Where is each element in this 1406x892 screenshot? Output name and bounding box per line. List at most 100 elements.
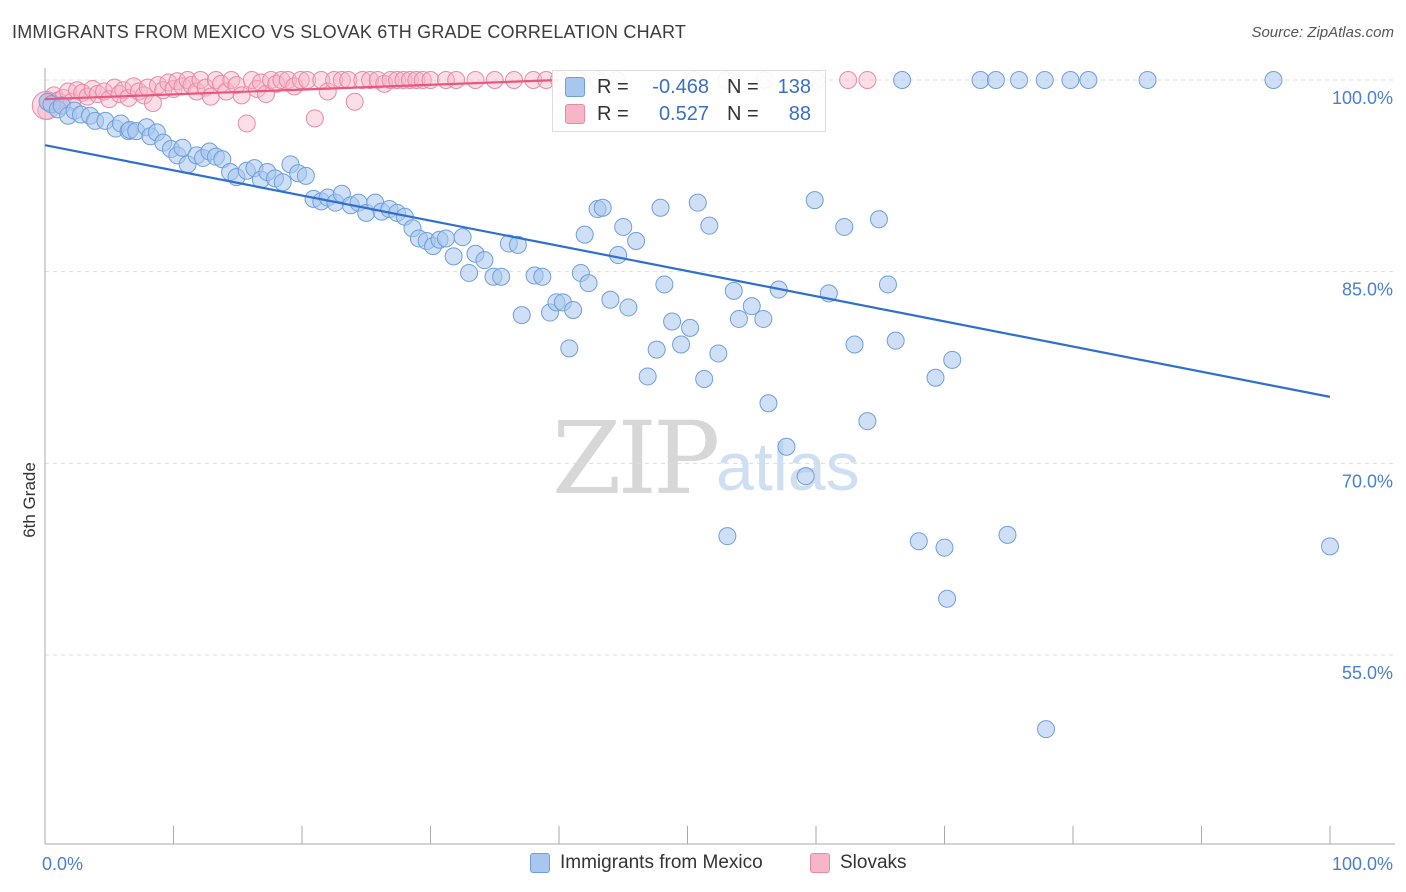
mexico-point [1079, 71, 1098, 89]
mexico-point [444, 247, 463, 266]
mexico-point [560, 339, 579, 358]
slovaks-point [400, 71, 419, 89]
y-tick-label: 55.0% [1342, 663, 1393, 683]
mexico-point [436, 229, 455, 248]
mexico-point [601, 290, 620, 309]
legend-item-slovaks[interactable]: Slovaks [810, 852, 907, 874]
mexico-point [1061, 71, 1080, 89]
mexico-point [627, 232, 646, 250]
tick-labels: 55.0% 70.0% 85.0% 100.0% 0.0% 100.0% [42, 88, 1393, 874]
mexico-point [492, 267, 511, 286]
mexico-point [869, 210, 888, 229]
slovaks-point [394, 71, 413, 89]
r-value: 0.527 [658, 102, 709, 125]
slovaks-point [149, 76, 168, 95]
mexico-point [998, 525, 1017, 544]
mexico-point [651, 198, 670, 217]
mexico-point [718, 527, 737, 546]
mexico-point [845, 335, 864, 354]
mexico-point [938, 589, 957, 608]
axes [44, 68, 1395, 845]
mexico-point [742, 297, 761, 316]
n-label: N = [727, 102, 759, 125]
x-tick-label: 100.0% [1332, 854, 1393, 874]
mexico-point [688, 193, 707, 212]
chart-title: IMMIGRANTS FROM MEXICO VS SLOVAK 6TH GRA… [12, 22, 687, 42]
mexico-point [878, 275, 897, 294]
mexico-point [663, 312, 682, 331]
slovaks-point [345, 92, 364, 111]
slovaks-point [858, 71, 877, 89]
mexico-point [729, 309, 748, 328]
legend-item-mexico[interactable]: Immigrants from Mexico [530, 852, 763, 874]
legend-bottom: Immigrants from Mexico Slovaks [0, 852, 1406, 878]
mexico-point [619, 298, 638, 317]
mexico-point [655, 275, 674, 294]
mexico-point [709, 344, 728, 363]
slovaks-point [505, 71, 524, 89]
mexico-point [533, 267, 552, 286]
mexico-point [512, 306, 531, 325]
mexico-point [564, 301, 583, 319]
y-tick-label: 100.0% [1332, 88, 1393, 108]
mexico-point [453, 228, 472, 247]
trend-lines [44, 78, 1331, 398]
slovaks-point [222, 71, 241, 89]
mexico-point [805, 191, 824, 210]
slovaks-point [839, 71, 858, 89]
y-tick-label: 85.0% [1342, 280, 1393, 300]
mexico-point [593, 198, 612, 217]
mexico-point [173, 138, 192, 157]
mexico-point [647, 340, 666, 359]
mexico-point [1035, 71, 1054, 89]
mexico-point [672, 335, 691, 354]
slovaks-trend-line [44, 78, 560, 101]
mexico-point [986, 71, 1005, 89]
mexico-point [777, 437, 796, 456]
slovaks-point [119, 88, 138, 107]
slovaks-point [291, 71, 310, 89]
slovaks-point [232, 86, 251, 105]
n-label: N = [727, 75, 759, 98]
mexico-points [38, 71, 1339, 739]
mexico-point [579, 274, 598, 293]
r-label: R = [597, 75, 629, 98]
slovaks-point [278, 71, 297, 89]
legend-swatch-mexico [530, 853, 550, 873]
mexico-point [971, 71, 990, 89]
mexico-point [475, 251, 494, 270]
slovaks-point [187, 82, 206, 101]
slovaks-point [466, 71, 485, 89]
slovaks-point [353, 71, 372, 89]
mexico-point [1264, 71, 1283, 89]
slovaks-point [361, 71, 380, 89]
x-tick-label: 0.0% [42, 854, 83, 874]
mexico-point [700, 216, 719, 235]
mexico-point [508, 235, 527, 254]
mexico-point [935, 538, 954, 557]
mexico-point [858, 412, 877, 431]
legend-swatch-mexico [565, 77, 585, 97]
mexico-point [614, 217, 633, 236]
legend-label-slovaks: Slovaks [840, 852, 907, 873]
legend-row-mexico: R = -0.468 N = 138 [565, 74, 811, 100]
legend-stats-box: R = -0.468 N = 138 R = 0.527 N = 88 [552, 70, 826, 132]
mexico-point [926, 368, 945, 387]
mexico-point [724, 281, 743, 300]
slovaks-point [447, 71, 466, 89]
slovaks-point [237, 114, 256, 133]
r-label: R = [597, 102, 629, 125]
r-value: -0.468 [652, 75, 709, 98]
watermark-zip: ZIP [552, 400, 720, 517]
n-value: 138 [777, 75, 811, 98]
slovaks-point [305, 109, 324, 128]
mexico-point [609, 246, 628, 265]
legend-label-mexico: Immigrants from Mexico [560, 852, 763, 873]
mexico-point [754, 309, 773, 328]
slovaks-point [381, 71, 400, 89]
source-label: Source: ZipAtlas.com [1251, 24, 1394, 41]
slovaks-point [100, 90, 119, 109]
mexico-point [575, 225, 594, 244]
mexico-trend-line [44, 144, 1331, 398]
